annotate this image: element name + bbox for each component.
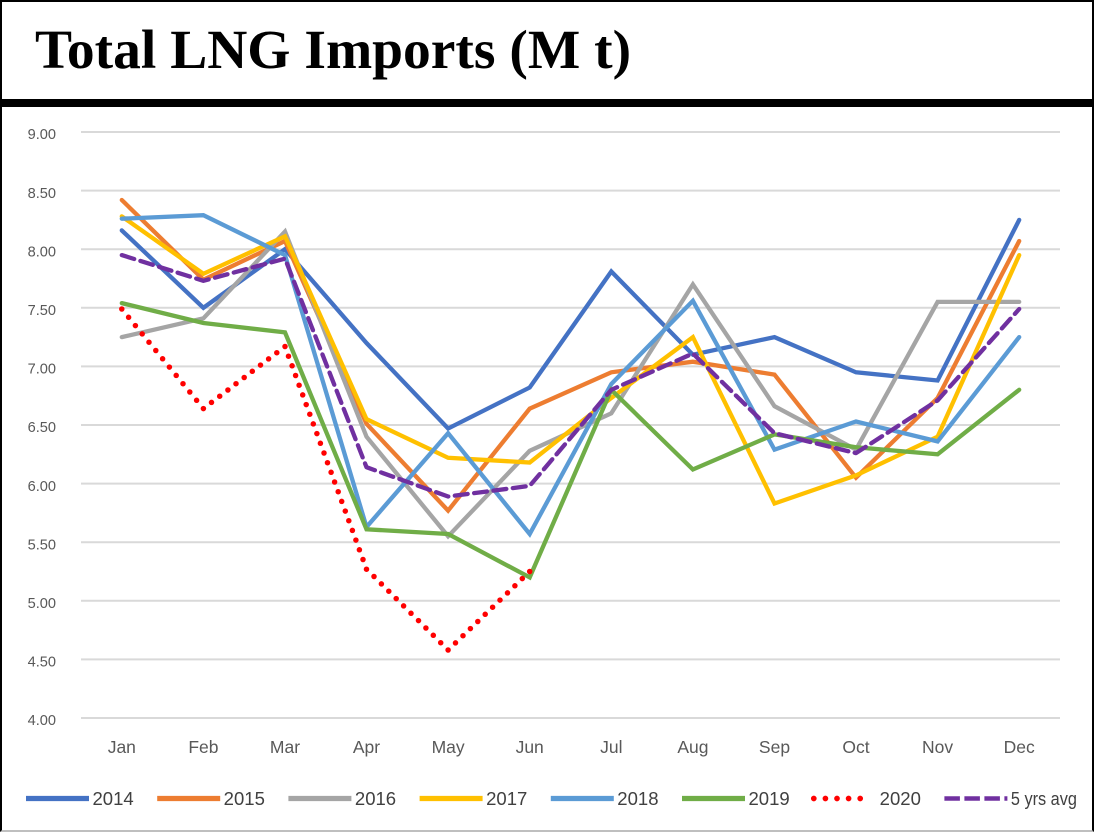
svg-text:7.00: 7.00 [28,362,56,378]
svg-text:2020: 2020 [880,789,921,809]
svg-text:2016: 2016 [355,789,396,809]
svg-text:5 yrs avg: 5 yrs avg [1011,789,1077,809]
svg-text:Oct: Oct [842,737,869,757]
svg-text:Feb: Feb [188,737,218,757]
svg-text:6.50: 6.50 [28,420,56,436]
svg-text:Jan: Jan [108,737,136,757]
svg-text:Sep: Sep [759,737,790,757]
svg-text:6.00: 6.00 [28,479,56,495]
svg-text:Mar: Mar [270,737,300,757]
svg-text:8.50: 8.50 [28,186,56,202]
svg-text:2019: 2019 [749,789,790,809]
svg-text:7.50: 7.50 [28,303,56,319]
svg-text:Apr: Apr [353,737,380,757]
svg-text:Jun: Jun [516,737,544,757]
svg-text:2015: 2015 [224,789,265,809]
svg-text:9.00: 9.00 [28,127,56,143]
svg-text:May: May [432,737,465,757]
svg-text:4.00: 4.00 [28,713,56,729]
svg-text:2014: 2014 [93,789,134,809]
svg-text:5.50: 5.50 [28,537,56,553]
svg-text:Dec: Dec [1004,737,1035,757]
svg-text:2018: 2018 [617,789,658,809]
svg-text:Aug: Aug [677,737,708,757]
svg-text:8.00: 8.00 [28,244,56,260]
svg-text:2017: 2017 [486,789,527,809]
svg-text:Jul: Jul [600,737,622,757]
svg-text:5.00: 5.00 [28,596,56,612]
svg-text:4.50: 4.50 [28,655,56,671]
svg-text:Nov: Nov [922,737,953,757]
